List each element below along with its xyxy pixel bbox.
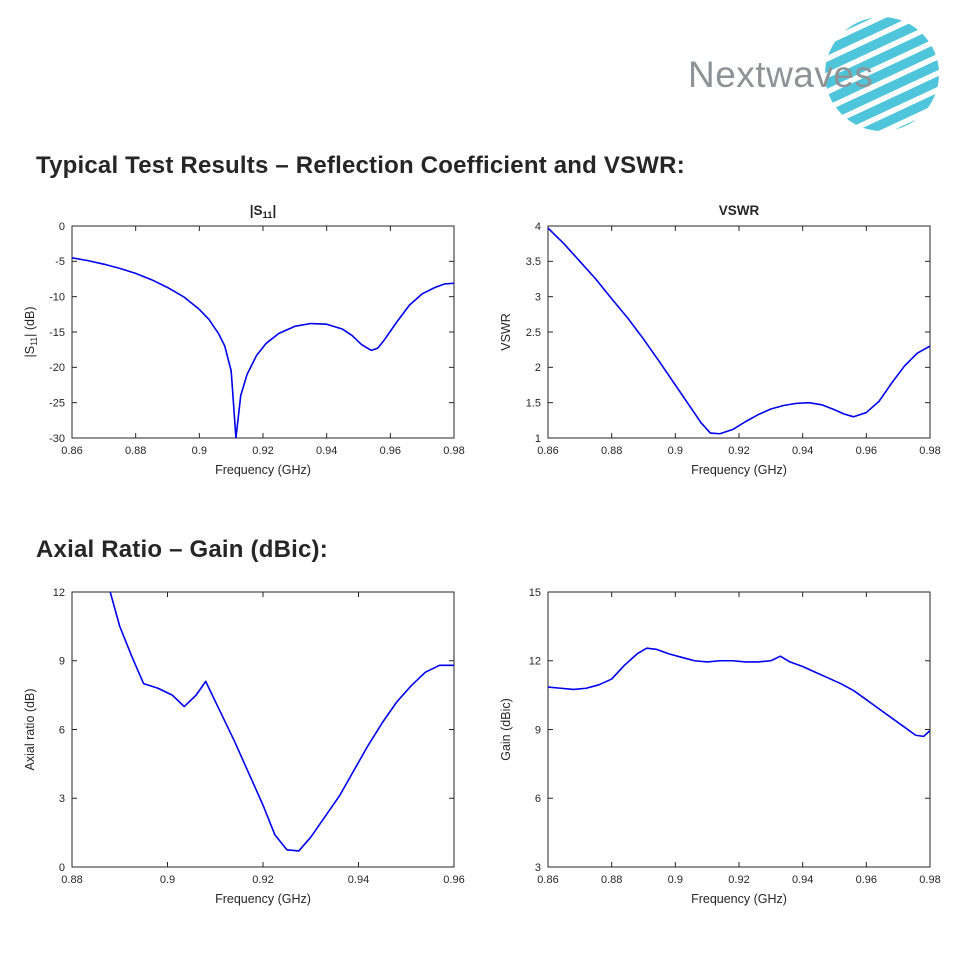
charts-row-2: 0.88 0.9 0.92 0.94 0.96 0 3 6 9 12 Frequency (GHz)… bbox=[0, 564, 960, 913]
svg-text:Axial ratio (dB): Axial ratio (dB) bbox=[23, 689, 37, 771]
svg-text:1.5: 1.5 bbox=[526, 397, 541, 409]
svg-text:0.94: 0.94 bbox=[348, 874, 369, 886]
svg-text:0.92: 0.92 bbox=[252, 874, 273, 886]
svg-text:12: 12 bbox=[53, 587, 65, 599]
svg-text:2: 2 bbox=[535, 362, 541, 374]
svg-text:6: 6 bbox=[59, 724, 65, 736]
svg-text:-25: -25 bbox=[49, 397, 65, 409]
svg-text:0.86: 0.86 bbox=[537, 874, 558, 886]
svg-text:1: 1 bbox=[535, 433, 541, 445]
svg-text:-10: -10 bbox=[49, 291, 65, 303]
svg-text:0.88: 0.88 bbox=[601, 874, 622, 886]
svg-text:0.88: 0.88 bbox=[61, 874, 82, 886]
svg-text:0.94: 0.94 bbox=[316, 445, 337, 457]
svg-text:3: 3 bbox=[535, 862, 541, 874]
svg-text:0.96: 0.96 bbox=[380, 445, 401, 457]
svg-text:3: 3 bbox=[59, 793, 65, 805]
svg-text:0.88: 0.88 bbox=[601, 445, 622, 457]
svg-text:|S11|: |S11| bbox=[250, 203, 277, 221]
svg-text:12: 12 bbox=[529, 656, 541, 668]
svg-text:0.92: 0.92 bbox=[728, 445, 749, 457]
svg-text:VSWR: VSWR bbox=[719, 203, 760, 218]
svg-text:0.9: 0.9 bbox=[160, 874, 175, 886]
section-title-axial-gain: Axial Ratio – Gain (dBic): bbox=[36, 536, 328, 563]
svg-text:Gain (dBic): Gain (dBic) bbox=[499, 698, 513, 761]
axial-ratio-chart: 0.88 0.9 0.92 0.94 0.96 0 3 6 9 12 Frequency (GHz)… bbox=[16, 578, 468, 913]
svg-text:0.86: 0.86 bbox=[61, 445, 82, 457]
svg-text:0: 0 bbox=[59, 862, 65, 874]
svg-text:0: 0 bbox=[59, 221, 65, 233]
gain-chart-svg: 0.86 0.88 0.9 0.92 0.94 0.96 0.98 3 6 9 12 15 Freque… bbox=[499, 587, 941, 906]
svg-text:2.5: 2.5 bbox=[526, 327, 541, 339]
globe-icon bbox=[825, 17, 939, 131]
section-title-reflection-vswr: Typical Test Results – Reflection Coeffi… bbox=[36, 152, 685, 179]
svg-text:-5: -5 bbox=[55, 256, 65, 268]
svg-text:|S11| (dB): |S11| (dB) bbox=[23, 306, 39, 357]
svg-text:0.94: 0.94 bbox=[792, 874, 813, 886]
svg-text:-30: -30 bbox=[49, 433, 65, 445]
svg-text:0.96: 0.96 bbox=[443, 874, 464, 886]
logo-wordmark: Nextwaves bbox=[688, 54, 873, 95]
svg-text:0.96: 0.96 bbox=[856, 874, 877, 886]
svg-text:4: 4 bbox=[535, 221, 541, 233]
axial-ratio-chart-svg: 0.88 0.9 0.92 0.94 0.96 0 3 6 9 12 Frequency (GHz)… bbox=[23, 587, 465, 906]
svg-text:0.9: 0.9 bbox=[668, 874, 683, 886]
svg-text:0.88: 0.88 bbox=[125, 445, 146, 457]
svg-text:6: 6 bbox=[535, 793, 541, 805]
nextwaves-logo-graphic: Nextwaves bbox=[688, 17, 939, 131]
svg-text:Frequency (GHz): Frequency (GHz) bbox=[691, 463, 787, 477]
svg-text:Frequency (GHz): Frequency (GHz) bbox=[691, 892, 787, 906]
svg-text:0.98: 0.98 bbox=[443, 445, 464, 457]
s11-chart: 0.86 0.88 0.9 0.92 0.94 0.96 0.98 0 -5 -10 -15 -20 -… bbox=[16, 194, 468, 484]
svg-text:9: 9 bbox=[59, 656, 65, 668]
vswr-chart-svg: 0.86 0.88 0.9 0.92 0.94 0.96 0.98 1 1.5 2 2.5 3 3.5 4… bbox=[499, 203, 941, 477]
svg-text:0.9: 0.9 bbox=[668, 445, 683, 457]
svg-text:0.98: 0.98 bbox=[919, 445, 940, 457]
svg-text:0.86: 0.86 bbox=[537, 445, 558, 457]
svg-text:3.5: 3.5 bbox=[526, 256, 541, 268]
svg-text:9: 9 bbox=[535, 724, 541, 736]
charts-row-1: 0.86 0.88 0.9 0.92 0.94 0.96 0.98 0 -5 -10 -15 -20-… bbox=[0, 180, 960, 484]
gain-chart: 0.86 0.88 0.9 0.92 0.94 0.96 0.98 3 6 9 12 15 Freque… bbox=[492, 578, 944, 913]
svg-text:-15: -15 bbox=[49, 327, 65, 339]
svg-text:-20: -20 bbox=[49, 362, 65, 374]
svg-text:0.98: 0.98 bbox=[919, 874, 940, 886]
svg-text:0.94: 0.94 bbox=[792, 445, 813, 457]
svg-text:0.92: 0.92 bbox=[252, 445, 273, 457]
svg-text:Frequency (GHz): Frequency (GHz) bbox=[215, 463, 311, 477]
s11-chart-svg: 0.86 0.88 0.9 0.92 0.94 0.96 0.98 0 -5 -10 -15 -20 -… bbox=[23, 203, 465, 477]
svg-text:0.92: 0.92 bbox=[728, 874, 749, 886]
svg-text:0.9: 0.9 bbox=[192, 445, 207, 457]
vswr-chart: 0.86 0.88 0.9 0.92 0.94 0.96 0.98 1 1.5 2 2.5 3 3.5 4… bbox=[492, 194, 944, 484]
svg-text:VSWR: VSWR bbox=[499, 313, 513, 351]
svg-text:15: 15 bbox=[529, 587, 541, 599]
svg-text:0.96: 0.96 bbox=[856, 445, 877, 457]
nextwaves-logo: Nextwaves bbox=[688, 8, 940, 145]
svg-text:Frequency (GHz): Frequency (GHz) bbox=[215, 892, 311, 906]
svg-text:3: 3 bbox=[535, 291, 541, 303]
